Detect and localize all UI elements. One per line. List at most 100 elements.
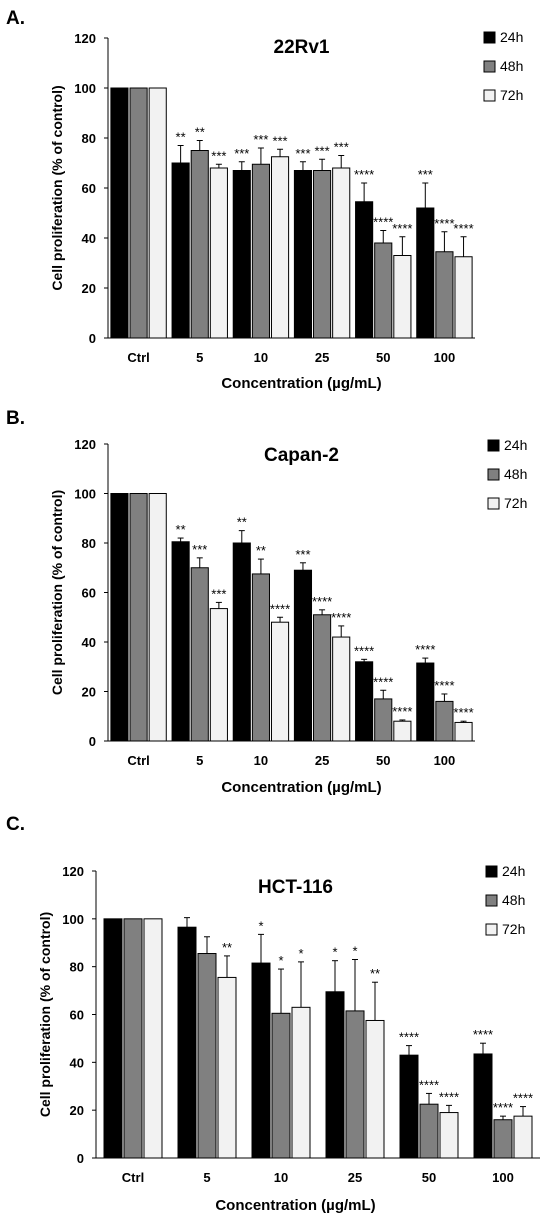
bar-48h-10: [271, 1012, 291, 1159]
significance-label: ****: [415, 642, 435, 657]
x-tick-label: Ctrl: [122, 1170, 144, 1185]
x-tick-label: 10: [254, 753, 268, 768]
significance-label: ****: [312, 594, 332, 609]
significance-label: *: [258, 918, 263, 933]
bar-24h-50: [399, 1054, 419, 1159]
significance-label: ***: [334, 140, 349, 155]
y-tick-label: 40: [82, 635, 96, 650]
x-tick-label: 100: [434, 753, 456, 768]
significance-label: **: [256, 543, 266, 558]
y-tick-label: 100: [74, 81, 96, 96]
bar-48h-50: [374, 698, 393, 742]
y-tick-label: 40: [82, 231, 96, 246]
bar-72h-100: [513, 1115, 533, 1159]
panel-label: C.: [6, 814, 25, 835]
significance-label: ****: [434, 216, 454, 231]
bar-72h-Ctrl: [148, 493, 167, 742]
bar-48h-10: [251, 573, 270, 742]
y-tick-label: 0: [89, 331, 96, 346]
legend-label: 24h: [502, 863, 525, 879]
x-tick-label: Ctrl: [127, 753, 149, 768]
y-axis-label: Cell proliferation (% of control): [37, 912, 53, 1117]
bar-72h-5: [217, 976, 237, 1159]
y-tick-label: 80: [82, 131, 96, 146]
bar-48h-10: [251, 163, 270, 339]
significance-label: ****: [392, 221, 412, 236]
bar-24h-10: [232, 170, 251, 339]
significance-label: **: [176, 522, 186, 537]
legend-label: 72h: [502, 921, 525, 937]
significance-label: ****: [392, 704, 412, 719]
y-tick-label: 60: [82, 586, 96, 601]
significance-label: **: [237, 515, 247, 530]
bar-72h-10: [270, 621, 290, 742]
y-tick-label: 60: [70, 1008, 84, 1023]
y-tick-label: 60: [82, 181, 96, 196]
legend-label: 24h: [500, 29, 523, 45]
x-tick-label: 25: [348, 1170, 362, 1185]
x-tick-label: 100: [434, 350, 456, 365]
bar-24h-5: [171, 541, 190, 742]
bar-72h-25: [332, 636, 351, 742]
bar-48h-50: [419, 1103, 439, 1159]
y-tick-label: 0: [89, 734, 96, 749]
bar-72h-5: [209, 167, 228, 339]
significance-label: ***: [418, 167, 433, 182]
bar-24h-50: [355, 661, 374, 742]
legend-swatch-48h: [485, 894, 498, 907]
y-tick-label: 80: [70, 960, 84, 975]
x-axis-label: Concentration (µg/mL): [221, 779, 381, 796]
bar-24h-5: [171, 162, 190, 339]
chart-panel-3: C. HCT-116 0 20 40 60 80 100 120 Cell proliferati…: [6, 814, 540, 1214]
bar-24h-Ctrl: [103, 918, 123, 1159]
bar-48h-25: [313, 614, 332, 742]
legend-label: 72h: [500, 87, 523, 103]
significance-label: ****: [354, 167, 374, 182]
bar-72h-100: [454, 256, 473, 339]
significance-label: ****: [419, 1077, 439, 1092]
x-tick-label: 5: [196, 753, 203, 768]
bar-48h-25: [345, 1010, 365, 1159]
bar-24h-25: [293, 170, 313, 339]
legend-swatch-48h: [483, 60, 496, 73]
y-tick-label: 120: [74, 437, 96, 452]
bar-48h-Ctrl: [123, 918, 143, 1159]
significance-label: ***: [192, 542, 207, 557]
significance-label: **: [370, 966, 380, 981]
significance-label: ****: [373, 215, 393, 230]
bar-72h-25: [365, 1019, 385, 1159]
significance-label: ***: [234, 146, 249, 161]
significance-label: ****: [373, 674, 393, 689]
x-tick-label: 10: [274, 1170, 288, 1185]
legend-swatch-24h: [487, 439, 500, 452]
bar-48h-Ctrl: [129, 493, 148, 742]
significance-label: ***: [272, 133, 287, 148]
significance-label: ***: [295, 146, 310, 161]
significance-label: ***: [253, 132, 268, 147]
bar-72h-100: [454, 721, 473, 742]
x-tick-label: Ctrl: [127, 350, 149, 365]
bar-48h-5: [190, 150, 209, 339]
chart-title: HCT-116: [258, 877, 333, 898]
chart-title: Capan-2: [264, 445, 339, 466]
x-tick-label: 50: [422, 1170, 436, 1185]
legend-label: 72h: [504, 495, 527, 511]
bar-72h-50: [393, 255, 412, 339]
bar-72h-Ctrl: [148, 87, 167, 339]
significance-label: **: [195, 125, 205, 140]
bar-72h-Ctrl: [143, 918, 163, 1159]
bar-24h-50: [355, 201, 374, 339]
significance-label: ****: [439, 1089, 459, 1104]
significance-label: **: [176, 130, 186, 145]
legend-swatch-72h: [485, 923, 498, 936]
y-tick-label: 20: [82, 281, 96, 296]
panel-label: B.: [6, 408, 25, 429]
bar-72h-25: [332, 167, 351, 339]
x-tick-label: 5: [203, 1170, 210, 1185]
significance-label: ****: [434, 678, 454, 693]
significance-label: ****: [270, 601, 290, 616]
bar-24h-Ctrl: [110, 87, 129, 339]
bar-24h-25: [293, 569, 313, 742]
significance-label: *: [332, 945, 337, 960]
